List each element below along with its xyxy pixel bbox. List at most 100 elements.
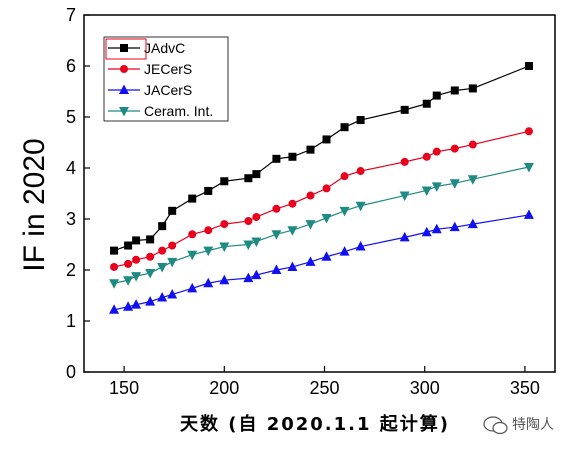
data-point bbox=[146, 252, 155, 261]
data-point bbox=[220, 177, 229, 186]
data-point bbox=[145, 269, 156, 279]
data-point bbox=[305, 256, 316, 266]
data-point bbox=[110, 262, 119, 271]
data-point bbox=[321, 213, 332, 224]
data-point bbox=[340, 172, 349, 181]
data-point bbox=[243, 240, 254, 250]
legend-item: JACerS bbox=[108, 82, 192, 98]
data-point bbox=[187, 250, 198, 261]
x-tick-label: 200 bbox=[209, 378, 239, 398]
data-point bbox=[272, 204, 281, 213]
data-point bbox=[124, 241, 133, 250]
x-axis-label: 天数 (自 2020.1.1 起计算) bbox=[180, 413, 450, 435]
data-point bbox=[167, 288, 178, 299]
x-tick-label: 250 bbox=[309, 378, 339, 398]
data-point bbox=[322, 135, 331, 144]
series-layer bbox=[109, 62, 534, 314]
data-point bbox=[220, 220, 229, 229]
data-point bbox=[399, 191, 410, 202]
y-tick-label: 4 bbox=[66, 158, 76, 178]
data-point bbox=[523, 162, 534, 173]
data-point bbox=[131, 272, 142, 282]
data-point bbox=[449, 221, 460, 232]
data-point bbox=[132, 255, 141, 264]
data-point bbox=[203, 246, 214, 257]
legend-label: Ceram. Int. bbox=[144, 103, 213, 119]
y-tick-label: 7 bbox=[66, 5, 76, 25]
data-point bbox=[432, 91, 441, 100]
data-point bbox=[252, 170, 261, 179]
y-tick-label: 0 bbox=[66, 362, 76, 382]
legend-label: JECerS bbox=[144, 61, 192, 77]
data-point bbox=[422, 152, 431, 161]
data-point bbox=[188, 230, 197, 239]
series-ceram-int bbox=[109, 162, 534, 289]
data-point bbox=[145, 296, 156, 306]
data-point bbox=[306, 191, 315, 200]
legend-label: JACerS bbox=[144, 82, 192, 98]
data-point bbox=[523, 209, 534, 219]
data-point bbox=[287, 226, 298, 236]
x-tick-label: 350 bbox=[510, 378, 540, 398]
data-point bbox=[450, 144, 459, 153]
data-point bbox=[468, 140, 477, 149]
data-point bbox=[356, 116, 365, 125]
series-jadvc bbox=[110, 62, 533, 255]
legend-highlight bbox=[105, 38, 147, 60]
y-axis-label: IF in 2020 bbox=[18, 138, 51, 271]
watermark-text: 特陶人 bbox=[512, 417, 554, 433]
data-point bbox=[110, 246, 119, 255]
data-point bbox=[219, 274, 230, 285]
legend-marker bbox=[119, 84, 129, 94]
data-point bbox=[321, 251, 332, 261]
data-point bbox=[339, 206, 350, 217]
data-point bbox=[355, 201, 366, 212]
legend-marker bbox=[119, 107, 129, 117]
data-point bbox=[109, 304, 120, 314]
data-point bbox=[132, 236, 141, 245]
y-tick-label: 5 bbox=[66, 107, 76, 127]
data-point bbox=[339, 246, 350, 256]
data-point bbox=[355, 241, 366, 251]
data-point bbox=[158, 222, 167, 231]
data-point bbox=[244, 174, 253, 183]
x-tick-label: 300 bbox=[410, 378, 440, 398]
data-point bbox=[157, 292, 168, 302]
data-point bbox=[421, 226, 432, 237]
data-point bbox=[467, 218, 478, 229]
data-point bbox=[340, 123, 349, 132]
series-line bbox=[113, 130, 530, 268]
data-point bbox=[204, 226, 213, 235]
data-point bbox=[271, 230, 282, 240]
data-point bbox=[322, 184, 331, 193]
legend: JAdvC JECerS JACerS Ceram. Int. bbox=[103, 36, 229, 122]
data-point bbox=[167, 257, 178, 268]
data-point bbox=[272, 154, 281, 163]
data-point bbox=[400, 157, 409, 166]
series-line bbox=[113, 214, 530, 311]
legend-item: JAdvC bbox=[108, 40, 185, 56]
y-tick-label: 3 bbox=[66, 209, 76, 229]
data-point bbox=[271, 264, 282, 274]
data-point bbox=[305, 220, 316, 230]
legend-item: JECerS bbox=[108, 61, 192, 77]
data-point bbox=[421, 186, 432, 196]
data-point bbox=[251, 269, 262, 280]
legend-item: Ceram. Int. bbox=[108, 103, 213, 119]
data-point bbox=[450, 86, 459, 95]
data-point bbox=[244, 217, 253, 226]
data-point bbox=[187, 282, 198, 293]
series-jecers bbox=[110, 127, 533, 271]
legend-label: JAdvC bbox=[144, 40, 185, 56]
data-point bbox=[431, 223, 442, 234]
data-point bbox=[468, 84, 477, 93]
data-point bbox=[157, 262, 168, 273]
x-tick-label: 150 bbox=[109, 378, 139, 398]
data-point bbox=[288, 199, 297, 208]
y-tick-label: 1 bbox=[66, 311, 76, 331]
data-point bbox=[168, 241, 177, 250]
y-axis: 0 1 2 3 4 5 6 7 bbox=[66, 5, 90, 382]
legend-marker bbox=[120, 65, 128, 73]
chat-bubble-icon bbox=[483, 416, 508, 435]
